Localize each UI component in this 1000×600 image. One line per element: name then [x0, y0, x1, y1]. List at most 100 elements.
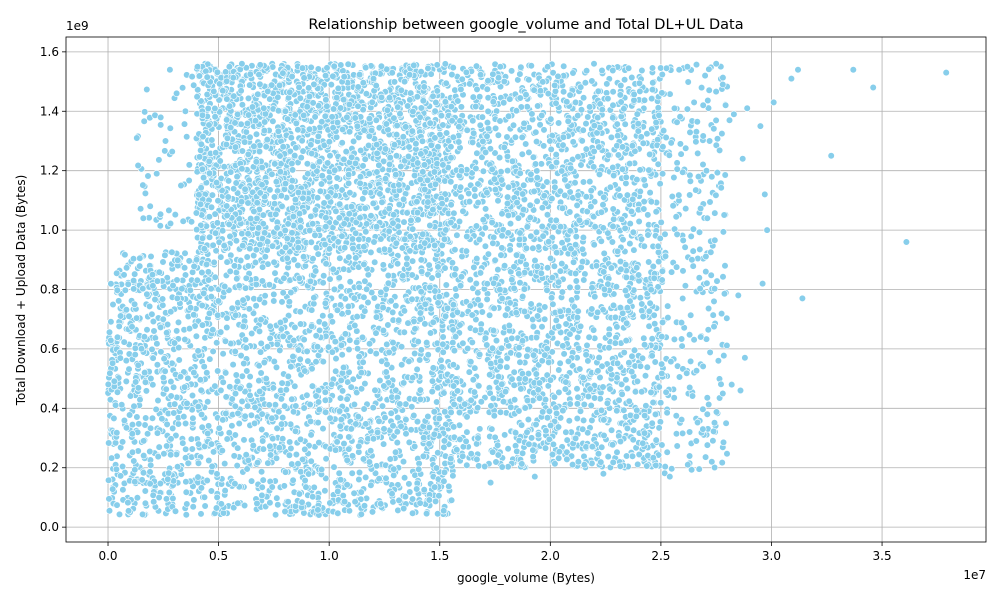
scatter-point	[287, 288, 295, 297]
scatter-point	[360, 502, 369, 510]
scatter-point	[284, 372, 292, 381]
scatter-point	[110, 414, 118, 423]
scatter-point	[302, 483, 310, 491]
scatter-point	[255, 147, 264, 156]
scatter-point	[217, 253, 225, 261]
scatter-point	[244, 402, 252, 410]
scatter-point	[259, 437, 267, 445]
scatter-point	[442, 79, 450, 87]
scatter-point	[389, 498, 397, 506]
scatter-point	[402, 430, 410, 438]
scatter-point	[222, 140, 230, 149]
scatter-point	[245, 305, 253, 313]
scatter-point	[337, 283, 345, 291]
scatter-point	[388, 490, 396, 498]
scatter-point	[182, 511, 190, 519]
scatter-point	[382, 474, 390, 482]
scatter-point	[146, 447, 154, 456]
scatter-point	[382, 120, 391, 128]
scatter-point	[331, 338, 339, 346]
scatter-point	[214, 297, 222, 305]
scatter-point	[354, 83, 362, 91]
scatter-point	[167, 378, 175, 386]
scatter-point	[381, 414, 389, 422]
scatter-point	[408, 295, 416, 303]
scatter-point	[604, 229, 612, 237]
scatter-point	[309, 220, 317, 228]
scatter-point	[304, 357, 312, 365]
scatter-point	[258, 163, 266, 172]
scatter-point	[321, 320, 329, 328]
scatter-point	[334, 509, 342, 517]
scatter-point	[258, 483, 266, 491]
scatter-point	[164, 320, 172, 329]
scatter-point	[154, 396, 162, 405]
scatter-point	[184, 459, 192, 467]
scatter-point	[274, 107, 283, 115]
scatter-point	[289, 352, 297, 361]
scatter-point	[409, 225, 417, 233]
scatter-point	[189, 503, 197, 511]
scatter-point	[270, 290, 278, 299]
scatter-point	[327, 80, 335, 89]
scatter-point	[315, 439, 323, 447]
scatter-point	[319, 279, 327, 287]
scatter-point	[389, 339, 397, 347]
scatter-point	[216, 80, 224, 88]
scatter-point	[333, 93, 341, 102]
scatter-point	[442, 226, 450, 234]
scatter-point	[240, 359, 248, 368]
scatter-point	[393, 121, 401, 130]
scatter-point	[411, 325, 419, 333]
scatter-point	[147, 424, 155, 432]
scatter-point	[259, 263, 267, 271]
scatter-point	[262, 375, 270, 383]
scatter-point	[341, 244, 349, 252]
scatter-point	[125, 365, 133, 373]
scatter-point	[208, 136, 216, 144]
scatter-point	[420, 486, 428, 494]
scatter-point	[213, 493, 221, 502]
scatter-point	[212, 229, 220, 237]
scatter-point	[401, 77, 409, 86]
scatter-point	[241, 185, 249, 193]
scatter-point	[198, 165, 206, 173]
scatter-point	[256, 141, 264, 149]
scatter-point	[434, 299, 442, 307]
scatter-point	[307, 212, 315, 220]
scatter-point	[198, 111, 207, 119]
scatter-point	[130, 285, 138, 293]
scatter-point	[136, 262, 144, 270]
scatter-point	[292, 119, 300, 127]
scatter-point	[281, 507, 289, 516]
scatter-point	[352, 254, 360, 262]
scatter-point	[369, 74, 378, 83]
scatter-point	[374, 428, 382, 437]
scatter-point	[163, 420, 171, 429]
scatter-point	[386, 455, 394, 463]
scatter-point	[408, 127, 416, 135]
scatter-point	[146, 302, 154, 311]
scatter-point	[174, 256, 182, 264]
scatter-point	[330, 62, 338, 70]
scatter-point	[214, 367, 222, 375]
scatter-point	[148, 345, 156, 354]
scatter-point	[362, 473, 370, 482]
scatter-point	[323, 64, 331, 72]
scatter-point	[115, 322, 123, 331]
scatter-point	[628, 73, 636, 82]
scatter-point	[225, 177, 233, 185]
scatter-point	[148, 414, 157, 422]
scatter-point	[246, 391, 254, 400]
scatter-point	[306, 277, 315, 286]
scatter-point	[226, 102, 234, 110]
scatter-point	[586, 178, 594, 186]
scatter-point	[367, 212, 375, 220]
scatter-point	[359, 455, 368, 463]
scatter-point	[149, 354, 157, 362]
scatter-point	[523, 352, 531, 360]
scatter-point	[404, 319, 412, 327]
scatter-point	[424, 412, 432, 421]
scatter-point	[246, 245, 254, 253]
scatter-point	[119, 486, 127, 494]
